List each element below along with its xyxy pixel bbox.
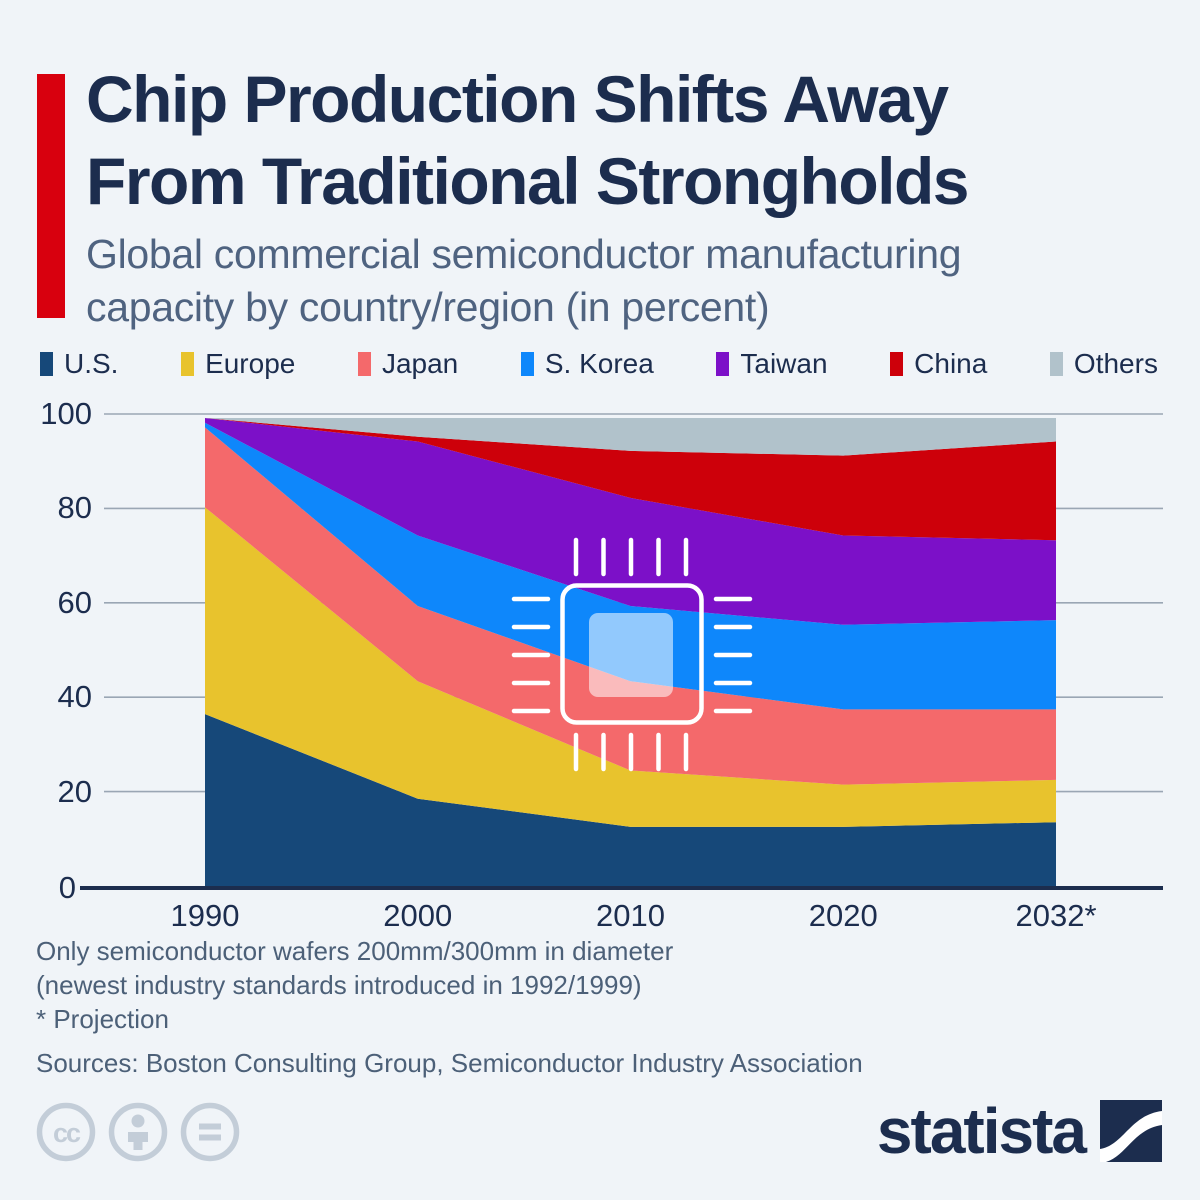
- legend-label: Japan: [381, 348, 459, 379]
- legend-swatch: [716, 352, 730, 376]
- footnotes: Only semiconductor wafers 200mm/300mm in…: [36, 934, 673, 1036]
- area-series: [205, 418, 1056, 888]
- chip-pins-vertical: [573, 537, 689, 772]
- legend-item-s-korea: S. Korea: [520, 348, 654, 380]
- legend-item-taiwan: Taiwan: [716, 348, 828, 380]
- nd-equals-icon[interactable]: [180, 1102, 240, 1162]
- legend-swatch: [181, 352, 195, 376]
- legend-item-japan: Japan: [357, 348, 459, 380]
- legend-label: Others: [1073, 348, 1158, 379]
- area-u-s-: [205, 714, 1056, 888]
- page-title: Chip Production Shifts Away From Traditi…: [86, 58, 970, 222]
- legend-label: U.S.: [64, 348, 119, 379]
- microchip-icon: [511, 537, 753, 772]
- area-others: [205, 418, 1056, 456]
- cc-glyph: cc: [53, 1118, 81, 1148]
- chip-pins-horizontal: [511, 596, 753, 714]
- cc-icon[interactable]: cc: [36, 1102, 96, 1162]
- y-tick-label-20: 20: [57, 773, 92, 809]
- area-japan: [205, 427, 1056, 785]
- x-tick-label-2020: 2020: [808, 898, 878, 933]
- footnote-line2: (newest industry standards introduced in…: [36, 970, 642, 1000]
- legend-swatch: [520, 352, 534, 376]
- legend-swatch: [40, 352, 53, 376]
- page-title-line2: From Traditional Strongholds: [86, 144, 970, 218]
- area-taiwan: [205, 418, 1056, 625]
- statista-logo[interactable]: statista: [877, 1098, 1162, 1164]
- legend-item-u-s-: U.S.: [40, 348, 118, 380]
- legend-label: Europe: [205, 348, 296, 379]
- y-tick-label-80: 80: [57, 490, 92, 526]
- legend-swatch: [890, 352, 904, 376]
- x-tick-label-2010: 2010: [596, 898, 665, 933]
- x-tick-label-2032: 2032*: [1015, 898, 1097, 933]
- accent-bar: [37, 74, 65, 318]
- footnote-projection: * Projection: [36, 1004, 169, 1034]
- legend-label: Taiwan: [740, 348, 828, 379]
- page-subtitle-line2: capacity by country/region (in percent): [86, 284, 770, 330]
- chart-legend: U.S. Europe Japan S. Korea Taiwan China Others: [40, 348, 1158, 380]
- page-subtitle: Global commercial semiconductor manufact…: [86, 228, 962, 334]
- page-subtitle-line1: Global commercial semiconductor manufact…: [86, 231, 962, 277]
- by-person-icon[interactable]: [108, 1102, 168, 1162]
- license-icons: cc: [36, 1102, 240, 1162]
- legend-swatch: [1049, 352, 1063, 376]
- legend-swatch: [357, 352, 371, 376]
- sources-line: Sources: Boston Consulting Group, Semico…: [36, 1048, 863, 1078]
- x-tick-label-1990: 1990: [170, 898, 240, 933]
- chip-core: [589, 613, 673, 697]
- area-china: [205, 418, 1056, 541]
- legend-item-china: China: [890, 348, 987, 380]
- footnote-line1: Only semiconductor wafers 200mm/300mm in…: [36, 936, 674, 966]
- y-tick-label-100: 100: [40, 396, 92, 431]
- x-tick-label-2000: 2000: [383, 898, 453, 933]
- legend-label: S. Korea: [544, 348, 654, 379]
- chip-body-outline: [560, 583, 704, 725]
- legend-item-others: Others: [1049, 348, 1158, 380]
- y-tick-label-40: 40: [57, 679, 92, 715]
- statista-wordmark: statista: [876, 1095, 1087, 1167]
- page-title-line1: Chip Production Shifts Away: [86, 62, 949, 136]
- legend-label: China: [914, 348, 988, 379]
- area-europe: [205, 507, 1056, 827]
- y-tick-label-60: 60: [57, 584, 92, 620]
- area-s-korea: [205, 422, 1056, 710]
- legend-item-europe: Europe: [181, 348, 295, 380]
- y-tick-label-0: 0: [58, 870, 76, 905]
- statista-logo-icon: [1100, 1100, 1162, 1162]
